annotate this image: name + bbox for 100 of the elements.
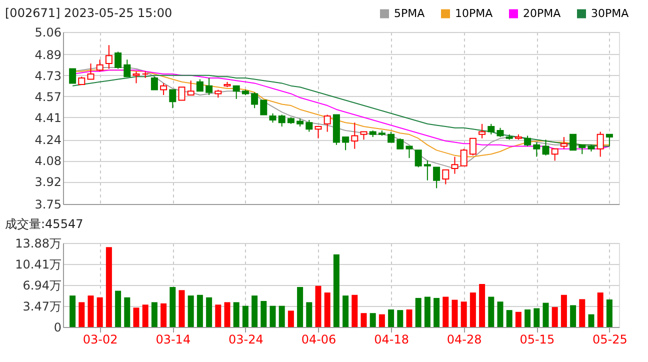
candlestick — [260, 100, 268, 116]
legend-label: 30PMA — [591, 6, 630, 20]
candlestick — [351, 122, 358, 150]
bar — [206, 297, 212, 327]
bar — [88, 296, 94, 327]
x-tick-label: 04-18 — [374, 332, 409, 346]
bar — [597, 292, 604, 327]
candlestick — [206, 77, 213, 96]
candlestick — [114, 51, 122, 70]
y-tick-label: 0 — [54, 320, 62, 334]
bar — [560, 294, 567, 327]
bar — [70, 296, 76, 327]
candlestick — [542, 139, 550, 156]
bar — [324, 292, 330, 327]
candlestick — [406, 146, 413, 159]
candlestick — [442, 169, 450, 185]
candlestick — [388, 131, 395, 143]
y-tick-label: 6.94万 — [22, 278, 62, 292]
candlestick — [606, 134, 613, 147]
candlestick — [324, 114, 331, 132]
y-tick-label: 4.89 — [34, 48, 62, 62]
bar — [133, 308, 140, 327]
candlestick — [524, 135, 532, 147]
candlestick — [124, 59, 131, 78]
candlestick — [69, 68, 76, 84]
bar — [388, 309, 394, 327]
candlestick — [596, 131, 604, 158]
bar — [497, 302, 504, 327]
candlestick — [232, 85, 240, 100]
candlestick — [478, 123, 486, 139]
bar — [96, 297, 103, 327]
candlestick — [196, 78, 204, 92]
candlestick — [460, 148, 468, 166]
legend-label: 20PMA — [523, 6, 562, 20]
candlestick — [560, 136, 568, 150]
bar — [170, 287, 176, 327]
bar — [470, 292, 476, 327]
bar — [242, 306, 248, 327]
bar — [333, 254, 340, 327]
bar — [479, 284, 486, 327]
y-tick-label: 3.75 — [34, 198, 62, 212]
candlestick — [496, 127, 504, 138]
candlestick — [187, 80, 194, 96]
candlestick — [150, 76, 158, 90]
candlestick — [342, 136, 350, 151]
y-tick-label: 4.57 — [34, 90, 62, 104]
bar — [506, 310, 512, 327]
y-tick-label: 3.92 — [34, 175, 62, 190]
bar — [552, 307, 558, 327]
bar — [579, 299, 586, 327]
bar — [424, 296, 430, 327]
y-tick-label: 4.08 — [34, 154, 62, 168]
bar — [106, 247, 112, 327]
x-tick-label: 04-06 — [301, 332, 336, 346]
y-tick-label: 13.88万 — [15, 236, 62, 250]
bar — [415, 298, 422, 327]
bar — [142, 304, 148, 327]
y-tick-label: 5.06 — [34, 26, 62, 40]
candlestick — [278, 114, 286, 128]
candlestick — [160, 82, 168, 96]
bar — [224, 302, 230, 327]
candlestick — [433, 166, 440, 189]
bar — [352, 294, 358, 327]
bar — [370, 313, 376, 327]
bar — [452, 300, 458, 327]
x-tick-label: 03-14 — [156, 332, 191, 346]
candlestick — [451, 156, 458, 174]
candlestick — [551, 148, 558, 162]
candlestick — [424, 160, 431, 181]
bar — [297, 287, 304, 327]
bar — [406, 309, 412, 327]
bar — [270, 306, 276, 327]
bar — [442, 296, 449, 327]
bar — [315, 286, 322, 327]
candlestick — [414, 150, 422, 168]
candlestick — [488, 123, 495, 135]
candlestick — [469, 138, 476, 156]
bar — [151, 302, 158, 327]
bar — [588, 314, 594, 327]
bar — [360, 313, 367, 327]
bar — [160, 303, 167, 327]
candlestick — [306, 119, 313, 132]
bar — [534, 308, 540, 327]
candlestick — [269, 112, 276, 124]
bar — [260, 300, 267, 327]
legend-label: 5PMA — [394, 6, 426, 20]
x-tick-label: 05-15 — [520, 332, 555, 346]
bar — [542, 302, 549, 327]
candlestick — [169, 89, 176, 109]
chart-title: 成交量:45547 — [5, 217, 84, 231]
bar — [196, 294, 203, 327]
bar — [124, 297, 130, 327]
candlestick — [87, 63, 94, 80]
candlestick — [96, 59, 104, 72]
bar — [460, 302, 467, 327]
candlestick — [251, 92, 258, 109]
bar — [78, 302, 85, 327]
candlestick — [105, 44, 112, 70]
bar — [515, 312, 522, 327]
bar — [252, 296, 258, 327]
